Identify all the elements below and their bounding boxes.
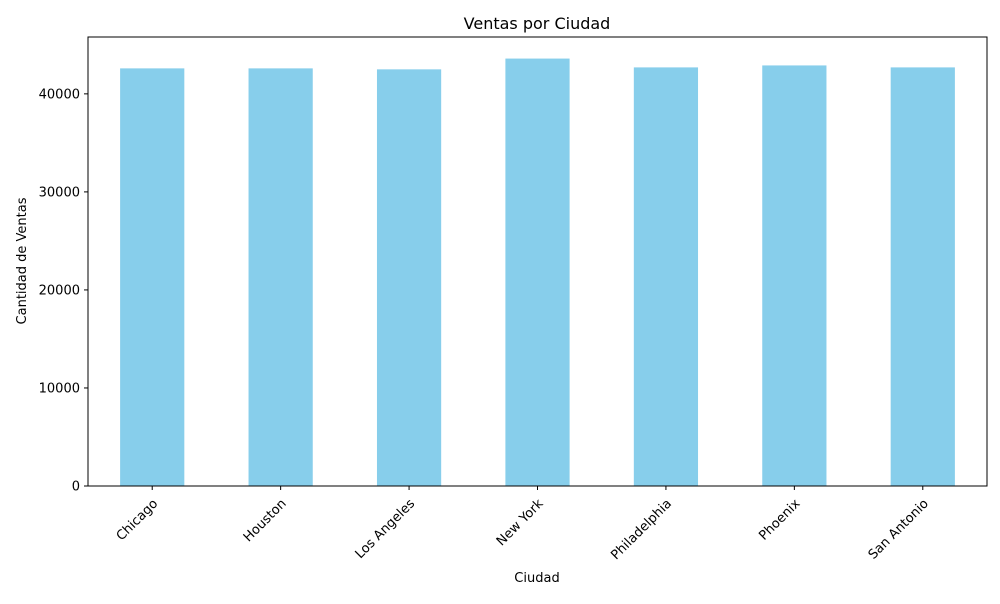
- y-tick-label: 40000: [39, 87, 80, 102]
- bar-philadelphia: [633, 67, 699, 486]
- x-tick-label: Houston: [241, 496, 290, 545]
- x-tick-label: New York: [494, 496, 547, 549]
- y-tick-label: 10000: [39, 381, 80, 396]
- bar-chicago: [120, 68, 185, 486]
- y-axis-label: Cantidad de Ventas: [15, 197, 30, 324]
- bars-layer: [120, 58, 955, 487]
- bar-san-antonio: [890, 67, 955, 486]
- x-axis-label: Ciudad: [514, 571, 559, 586]
- y-tick-label: 30000: [39, 185, 80, 200]
- y-tick-label: 20000: [39, 283, 80, 298]
- x-tick-label: Chicago: [114, 496, 162, 544]
- bar-new-york: [505, 58, 570, 486]
- x-tick-label: Philadelphia: [608, 496, 675, 563]
- x-tick-label: Los Angeles: [353, 496, 419, 562]
- bar-los-angeles: [376, 69, 442, 486]
- y-tick-label: 0: [72, 480, 80, 495]
- chart-title: Ventas por Ciudad: [464, 14, 611, 33]
- bar-houston: [248, 68, 313, 486]
- x-tick-label: San Antonio: [866, 496, 932, 562]
- bar-phoenix: [762, 65, 827, 487]
- x-tick-label: Phoenix: [756, 496, 803, 543]
